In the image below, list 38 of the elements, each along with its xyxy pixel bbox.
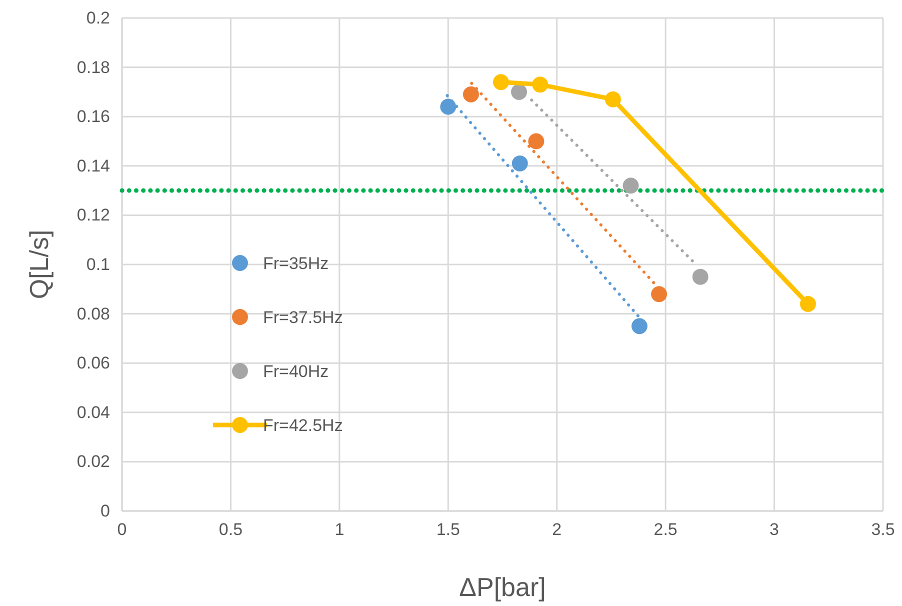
legend-label: Fr=40Hz [263,362,329,381]
y-tick-label: 0.1 [86,254,110,274]
point [512,155,528,172]
point [528,133,544,150]
point [532,76,548,93]
y-tick-label: 0.02 [76,452,110,472]
point [440,98,456,115]
y-tick-label: 0.14 [76,156,110,176]
point [511,84,528,100]
y-tick-label: 0.04 [76,402,110,422]
legend-label: Fr=35Hz [263,254,329,273]
y-tick-label: 0.12 [76,206,110,225]
x-tick-label: 0 [117,520,127,540]
x-tick-label: 2.5 [654,520,678,540]
y-tick-label: 0.08 [76,304,110,324]
y-tick-label: 0.16 [76,107,110,126]
y-tick-label: 0 [100,501,110,520]
x-tick-label: 2 [552,520,562,540]
point [462,86,479,102]
point [800,296,816,312]
y-tick-label: 0.18 [76,58,110,77]
x-tick-label: 3 [770,520,780,540]
point [604,91,621,108]
x-tick-label: 0.5 [218,520,243,540]
point [651,286,668,302]
x-tick-label: 3.5 [871,520,895,540]
point [622,178,639,194]
y-tick-label: 0.2 [86,8,110,28]
point [692,268,708,285]
x-tick-label: 1.5 [436,520,460,540]
y-axis-title: Q[L/s] [24,230,54,300]
point [632,318,648,334]
x-tick-label: 1 [334,520,344,540]
y-tick-label: 0.06 [76,354,110,373]
point [493,74,509,90]
legend-label: Fr=42.5Hz [263,416,343,435]
legend-label: Fr=37.5Hz [263,308,343,327]
x-axis-title: ΔP[bar] [459,572,546,602]
